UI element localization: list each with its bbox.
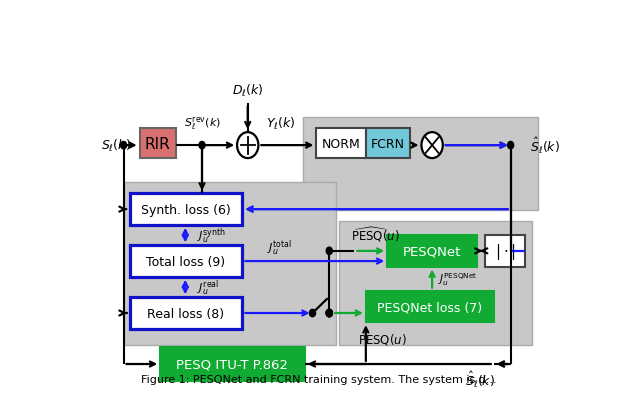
Text: RIR: RIR (145, 137, 171, 151)
Text: $\hat{S}_\ell(k)$: $\hat{S}_\ell(k)$ (465, 369, 495, 389)
Circle shape (508, 142, 514, 149)
Circle shape (326, 310, 332, 317)
Text: $S_\ell^\mathrm{rev}(k)$: $S_\ell^\mathrm{rev}(k)$ (184, 115, 221, 132)
Bar (339, 222, 532, 345)
Text: Total loss (9): Total loss (9) (147, 255, 226, 268)
Bar (366, 291, 494, 322)
Bar (130, 297, 242, 329)
Text: PESQ ITU-T P.862: PESQ ITU-T P.862 (177, 357, 288, 371)
Bar (130, 194, 242, 225)
Text: Real loss (8): Real loss (8) (147, 307, 225, 320)
Circle shape (237, 133, 258, 159)
Text: Synth. loss (6): Synth. loss (6) (141, 203, 231, 216)
Bar (160, 348, 305, 381)
Text: NORM: NORM (322, 137, 360, 151)
Circle shape (326, 310, 332, 317)
Text: PESQNet loss (7): PESQNet loss (7) (377, 300, 482, 313)
Text: $|\cdot|$: $|\cdot|$ (494, 241, 516, 261)
Circle shape (199, 142, 205, 149)
Text: $D_\ell(k)$: $D_\ell(k)$ (232, 82, 263, 98)
Bar (130, 246, 242, 277)
Text: FCRN: FCRN (371, 137, 405, 151)
Bar (303, 118, 538, 211)
Bar (486, 236, 525, 267)
Text: $J_u^\mathrm{total}$: $J_u^\mathrm{total}$ (267, 238, 292, 257)
Text: $J_u^\mathrm{real}$: $J_u^\mathrm{real}$ (197, 278, 219, 297)
Bar (366, 129, 410, 159)
Circle shape (121, 142, 126, 149)
Text: $J_u^\mathrm{synth}$: $J_u^\mathrm{synth}$ (197, 226, 226, 245)
Text: PESQNet: PESQNet (403, 245, 461, 258)
Circle shape (326, 247, 332, 255)
Text: Figure 1: PESQNet and FCRN training system. The system is d...: Figure 1: PESQNet and FCRN training syst… (141, 375, 497, 384)
Text: $\hat{S}_\ell(k)$: $\hat{S}_\ell(k)$ (530, 136, 560, 156)
Circle shape (309, 310, 316, 317)
Circle shape (422, 133, 443, 159)
Text: $\widehat{\mathrm{PESQ}}(u)$: $\widehat{\mathrm{PESQ}}(u)$ (351, 224, 399, 243)
Text: $J_u^\mathrm{PESQNet}$: $J_u^\mathrm{PESQNet}$ (438, 271, 478, 288)
Bar (316, 129, 366, 159)
Circle shape (326, 310, 332, 317)
Text: $S_\ell(k)$: $S_\ell(k)$ (101, 138, 131, 154)
Bar (124, 183, 336, 345)
Text: $\mathrm{PESQ}(u)$: $\mathrm{PESQ}(u)$ (358, 331, 407, 346)
Bar (387, 236, 477, 267)
Bar (140, 129, 176, 159)
Text: $Y_\ell(k)$: $Y_\ell(k)$ (266, 116, 295, 132)
